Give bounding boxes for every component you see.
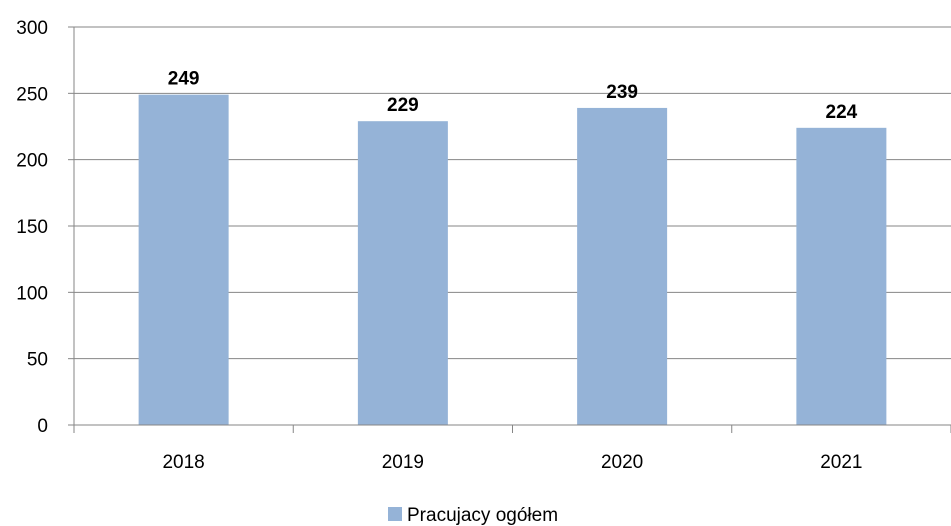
legend-swatch xyxy=(388,507,402,521)
y-tick-label: 50 xyxy=(27,350,48,371)
bar xyxy=(577,107,668,425)
bar xyxy=(357,121,448,426)
x-tick-label: 2019 xyxy=(382,452,424,473)
data-labels: 249 229 239 224 xyxy=(168,69,858,123)
axes xyxy=(68,26,951,433)
legend: Pracujacy ogółem xyxy=(388,505,558,526)
data-label: 239 xyxy=(606,82,638,103)
y-tick-label: 300 xyxy=(16,18,48,39)
bar xyxy=(796,127,887,426)
data-label: 249 xyxy=(168,69,200,90)
y-axis-tick-labels: 0 50 100 150 200 250 300 xyxy=(16,18,48,437)
x-tick-label: 2021 xyxy=(820,452,862,473)
y-tick-label: 100 xyxy=(16,283,48,304)
y-tick-label: 0 xyxy=(37,416,48,437)
x-tick-label: 2018 xyxy=(162,452,204,473)
data-label: 229 xyxy=(387,95,419,116)
x-tick-label: 2020 xyxy=(601,452,643,473)
y-tick-label: 250 xyxy=(16,84,48,105)
x-axis-tick-labels: 2018 2019 2020 2021 xyxy=(162,452,862,473)
y-tick-label: 200 xyxy=(16,151,48,172)
y-tick-label: 150 xyxy=(16,217,48,238)
bar xyxy=(138,94,229,425)
data-label: 224 xyxy=(826,102,858,123)
legend-label: Pracujacy ogółem xyxy=(407,505,558,526)
bars xyxy=(138,94,887,426)
